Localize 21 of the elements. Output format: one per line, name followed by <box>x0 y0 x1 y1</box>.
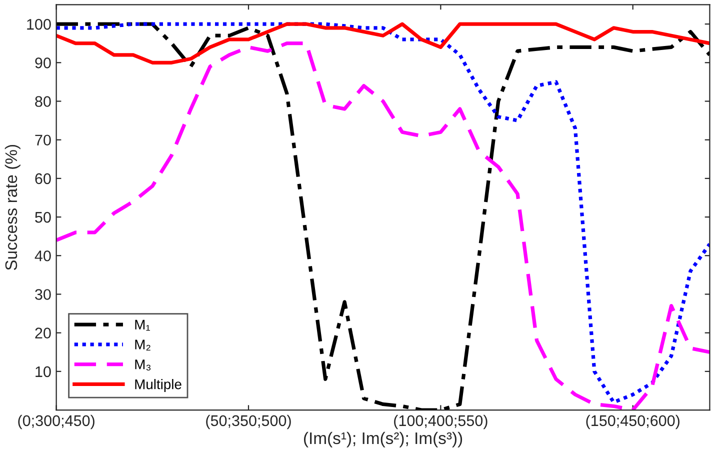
x-tick-label: (50;350;500) <box>206 414 291 430</box>
y-tick-label: 40 <box>34 250 51 262</box>
y-tick-label: 60 <box>35 173 51 184</box>
y-tick-label: 70 <box>35 134 51 146</box>
y-tick-label: 20 <box>35 328 51 338</box>
x-tick-label: (150;450;600) <box>586 414 680 430</box>
y-tick-label: 50 <box>35 212 51 223</box>
x-tick-label: (0;300;450) <box>18 414 94 430</box>
y-tick-label: 80 <box>35 96 51 107</box>
x-tick-label: (100;400;550) <box>394 414 488 430</box>
y-axis-title: Success rate (%) <box>4 144 20 270</box>
y-tick-label: 10 <box>36 366 51 378</box>
legend-label: M₁ <box>135 320 150 331</box>
legend-label: Multiple <box>135 379 182 392</box>
y-tick-label: 100 <box>27 18 51 30</box>
y-tick-label: 30 <box>35 289 51 300</box>
line-series <box>56 22 710 64</box>
legend-label: M₃ <box>135 360 151 370</box>
y-tick-label: 90 <box>35 58 51 68</box>
legend-label: M₂ <box>135 340 150 350</box>
x-axis-title: (Im(s¹); Im(s²); Im(s³)) <box>304 432 462 448</box>
